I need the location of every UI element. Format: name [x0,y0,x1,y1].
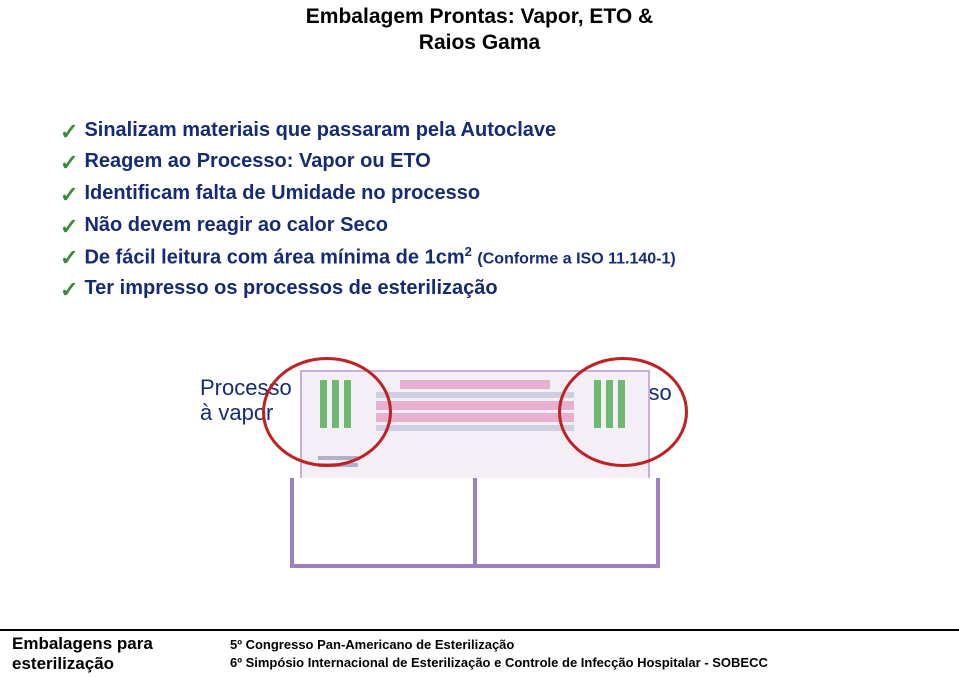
diagram: Processo à vapor Processo ETO [0,345,959,595]
check-icon: ✓ [60,212,78,242]
bullet-item: ✓ Ter impresso os processos de esteriliz… [60,275,919,305]
check-icon: ✓ [60,180,78,210]
bullet-list: ✓ Sinalizam materiais que passaram pela … [60,117,919,305]
footer-right-line: 5º Congresso Pan-Americano de Esteriliza… [230,636,768,654]
check-icon: ✓ [60,243,78,273]
footer-left-line: esterilização [12,654,212,674]
check-icon: ✓ [60,117,78,147]
bullet-item: ✓ Sinalizam materiais que passaram pela … [60,117,919,147]
footer-right-line: 6º Simpósio Internacional de Esterilizaç… [230,654,768,672]
bullet-text: Ter impresso os processos de esterilizaç… [84,275,919,302]
package-print-text [372,380,578,450]
bullet-item: ✓ Identificam falta de Umidade no proces… [60,180,919,210]
check-icon: ✓ [60,275,78,305]
footer-right-block: 5º Congresso Pan-Americano de Esteriliza… [230,636,768,671]
highlight-circle-eto [558,357,688,467]
bullet-text: Não devem reagir ao calor Seco [84,212,919,239]
bullet-text: Identificam falta de Umidade no processo [84,180,919,207]
title-line-2: Raios Gama [0,30,959,56]
bullet-text: Reagem ao Processo: Vapor ou ETO [84,148,919,175]
bullet-text: De fácil leitura com área mínima de 1cm2… [84,243,919,272]
title-line-1: Embalagem Prontas: Vapor, ETO & [0,4,959,30]
bullet-text: Sinalizam materiais que passaram pela Au… [84,117,919,144]
slide-footer: Embalagens para esterilização 5º Congres… [0,629,959,677]
package-bottom-panel [290,478,660,568]
check-icon: ✓ [60,148,78,178]
highlight-circle-vapor [262,357,392,467]
slide-title: Embalagem Prontas: Vapor, ETO & Raios Ga… [0,0,959,57]
bullet-item: ✓ Reagem ao Processo: Vapor ou ETO [60,148,919,178]
footer-left-block: Embalagens para esterilização [12,634,212,673]
footer-left-line: Embalagens para [12,634,212,654]
bullet-item: ✓ Não devem reagir ao calor Seco [60,212,919,242]
bullet-item: ✓ De fácil leitura com área mínima de 1c… [60,243,919,273]
